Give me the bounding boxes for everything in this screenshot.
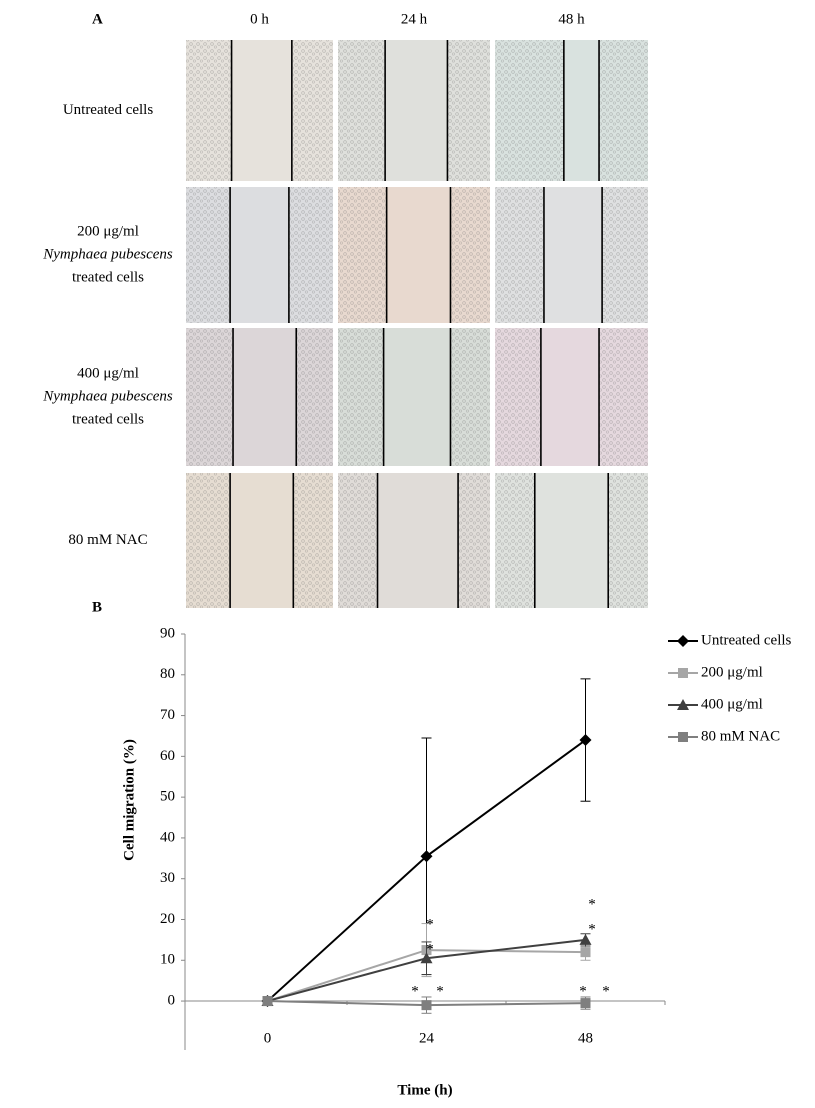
data-point [420, 850, 433, 863]
x-tick-label: 24 [419, 1030, 435, 1046]
data-point [579, 933, 592, 945]
data-point [421, 1000, 432, 1011]
significance-mark: * [579, 983, 587, 999]
legend-label: Untreated cells [701, 632, 792, 648]
row-label: treated cells [72, 269, 144, 285]
y-tick-label: 90 [160, 625, 175, 641]
legend-label: 200 μg/ml [701, 664, 763, 680]
panel-label: A [92, 11, 103, 27]
significance-mark: * [426, 916, 434, 932]
significance-mark: * [426, 941, 434, 957]
row-label: treated cells [72, 411, 144, 427]
row-label: Nymphaea pubescens [42, 388, 173, 404]
y-tick-label: 30 [160, 870, 175, 886]
y-tick-label: 60 [160, 748, 175, 764]
panel-label: B [92, 599, 102, 615]
significance-mark: * [602, 983, 610, 999]
legend-marker [678, 732, 688, 742]
data-point [580, 947, 591, 958]
data-point [420, 952, 433, 964]
y-tick-label: 40 [160, 829, 175, 845]
micrograph-texture [495, 328, 541, 466]
micrograph-texture [338, 473, 378, 608]
micrograph-texture [450, 328, 490, 466]
data-point [262, 996, 273, 1007]
micrograph-texture [599, 328, 648, 466]
data-point [580, 998, 591, 1009]
micrograph-texture [450, 187, 490, 323]
micrograph-texture [602, 187, 648, 323]
legend-marker [677, 699, 689, 710]
y-tick-label: 50 [160, 789, 175, 805]
micrograph-texture [599, 40, 648, 181]
micrograph-texture [495, 473, 535, 608]
micrograph-texture [338, 187, 387, 323]
micrograph-texture [186, 187, 231, 323]
micrograph-texture [296, 328, 333, 466]
x-tick-label: 48 [578, 1030, 593, 1046]
column-label: 24 h [401, 11, 428, 27]
x-axis-label: Time (h) [397, 1082, 452, 1098]
micrograph-texture [338, 40, 386, 181]
data-point [579, 734, 592, 747]
significance-mark: * [436, 983, 444, 999]
micrograph-texture [291, 40, 333, 181]
row-label: 200 μg/ml [77, 223, 139, 239]
legend-label: 80 mM NAC [701, 728, 780, 744]
x-tick-label: 0 [264, 1030, 272, 1046]
significance-mark: * [588, 896, 596, 912]
row-label: 80 mM NAC [68, 532, 147, 548]
column-label: 0 h [250, 11, 269, 27]
micrograph-texture [495, 187, 544, 323]
micrograph-texture [293, 473, 333, 608]
y-tick-label: 20 [160, 911, 175, 927]
row-label: Nymphaea pubescens [42, 246, 173, 262]
significance-mark: * [411, 983, 419, 999]
y-tick-label: 80 [160, 666, 175, 682]
significance-mark: * [588, 921, 596, 937]
micrograph-texture [186, 328, 234, 466]
micrograph-texture [186, 473, 231, 608]
micrograph-texture [447, 40, 490, 181]
row-label: 400 μg/ml [77, 365, 139, 381]
y-tick-label: 70 [160, 707, 175, 723]
legend-marker [678, 668, 688, 678]
micrograph-texture [608, 473, 648, 608]
y-tick-label: 0 [168, 992, 176, 1008]
micrograph-texture [458, 473, 490, 608]
micrograph-texture [495, 40, 564, 181]
legend-label: 400 μg/ml [701, 696, 763, 712]
micrograph-texture [288, 187, 333, 323]
row-label: Untreated cells [63, 102, 154, 118]
micrograph-texture [338, 328, 384, 466]
legend-marker [677, 635, 689, 647]
y-tick-label: 10 [160, 952, 175, 968]
micrograph-texture [186, 40, 232, 181]
column-label: 48 h [558, 11, 585, 27]
y-axis-label: Cell migration (%) [121, 739, 137, 861]
